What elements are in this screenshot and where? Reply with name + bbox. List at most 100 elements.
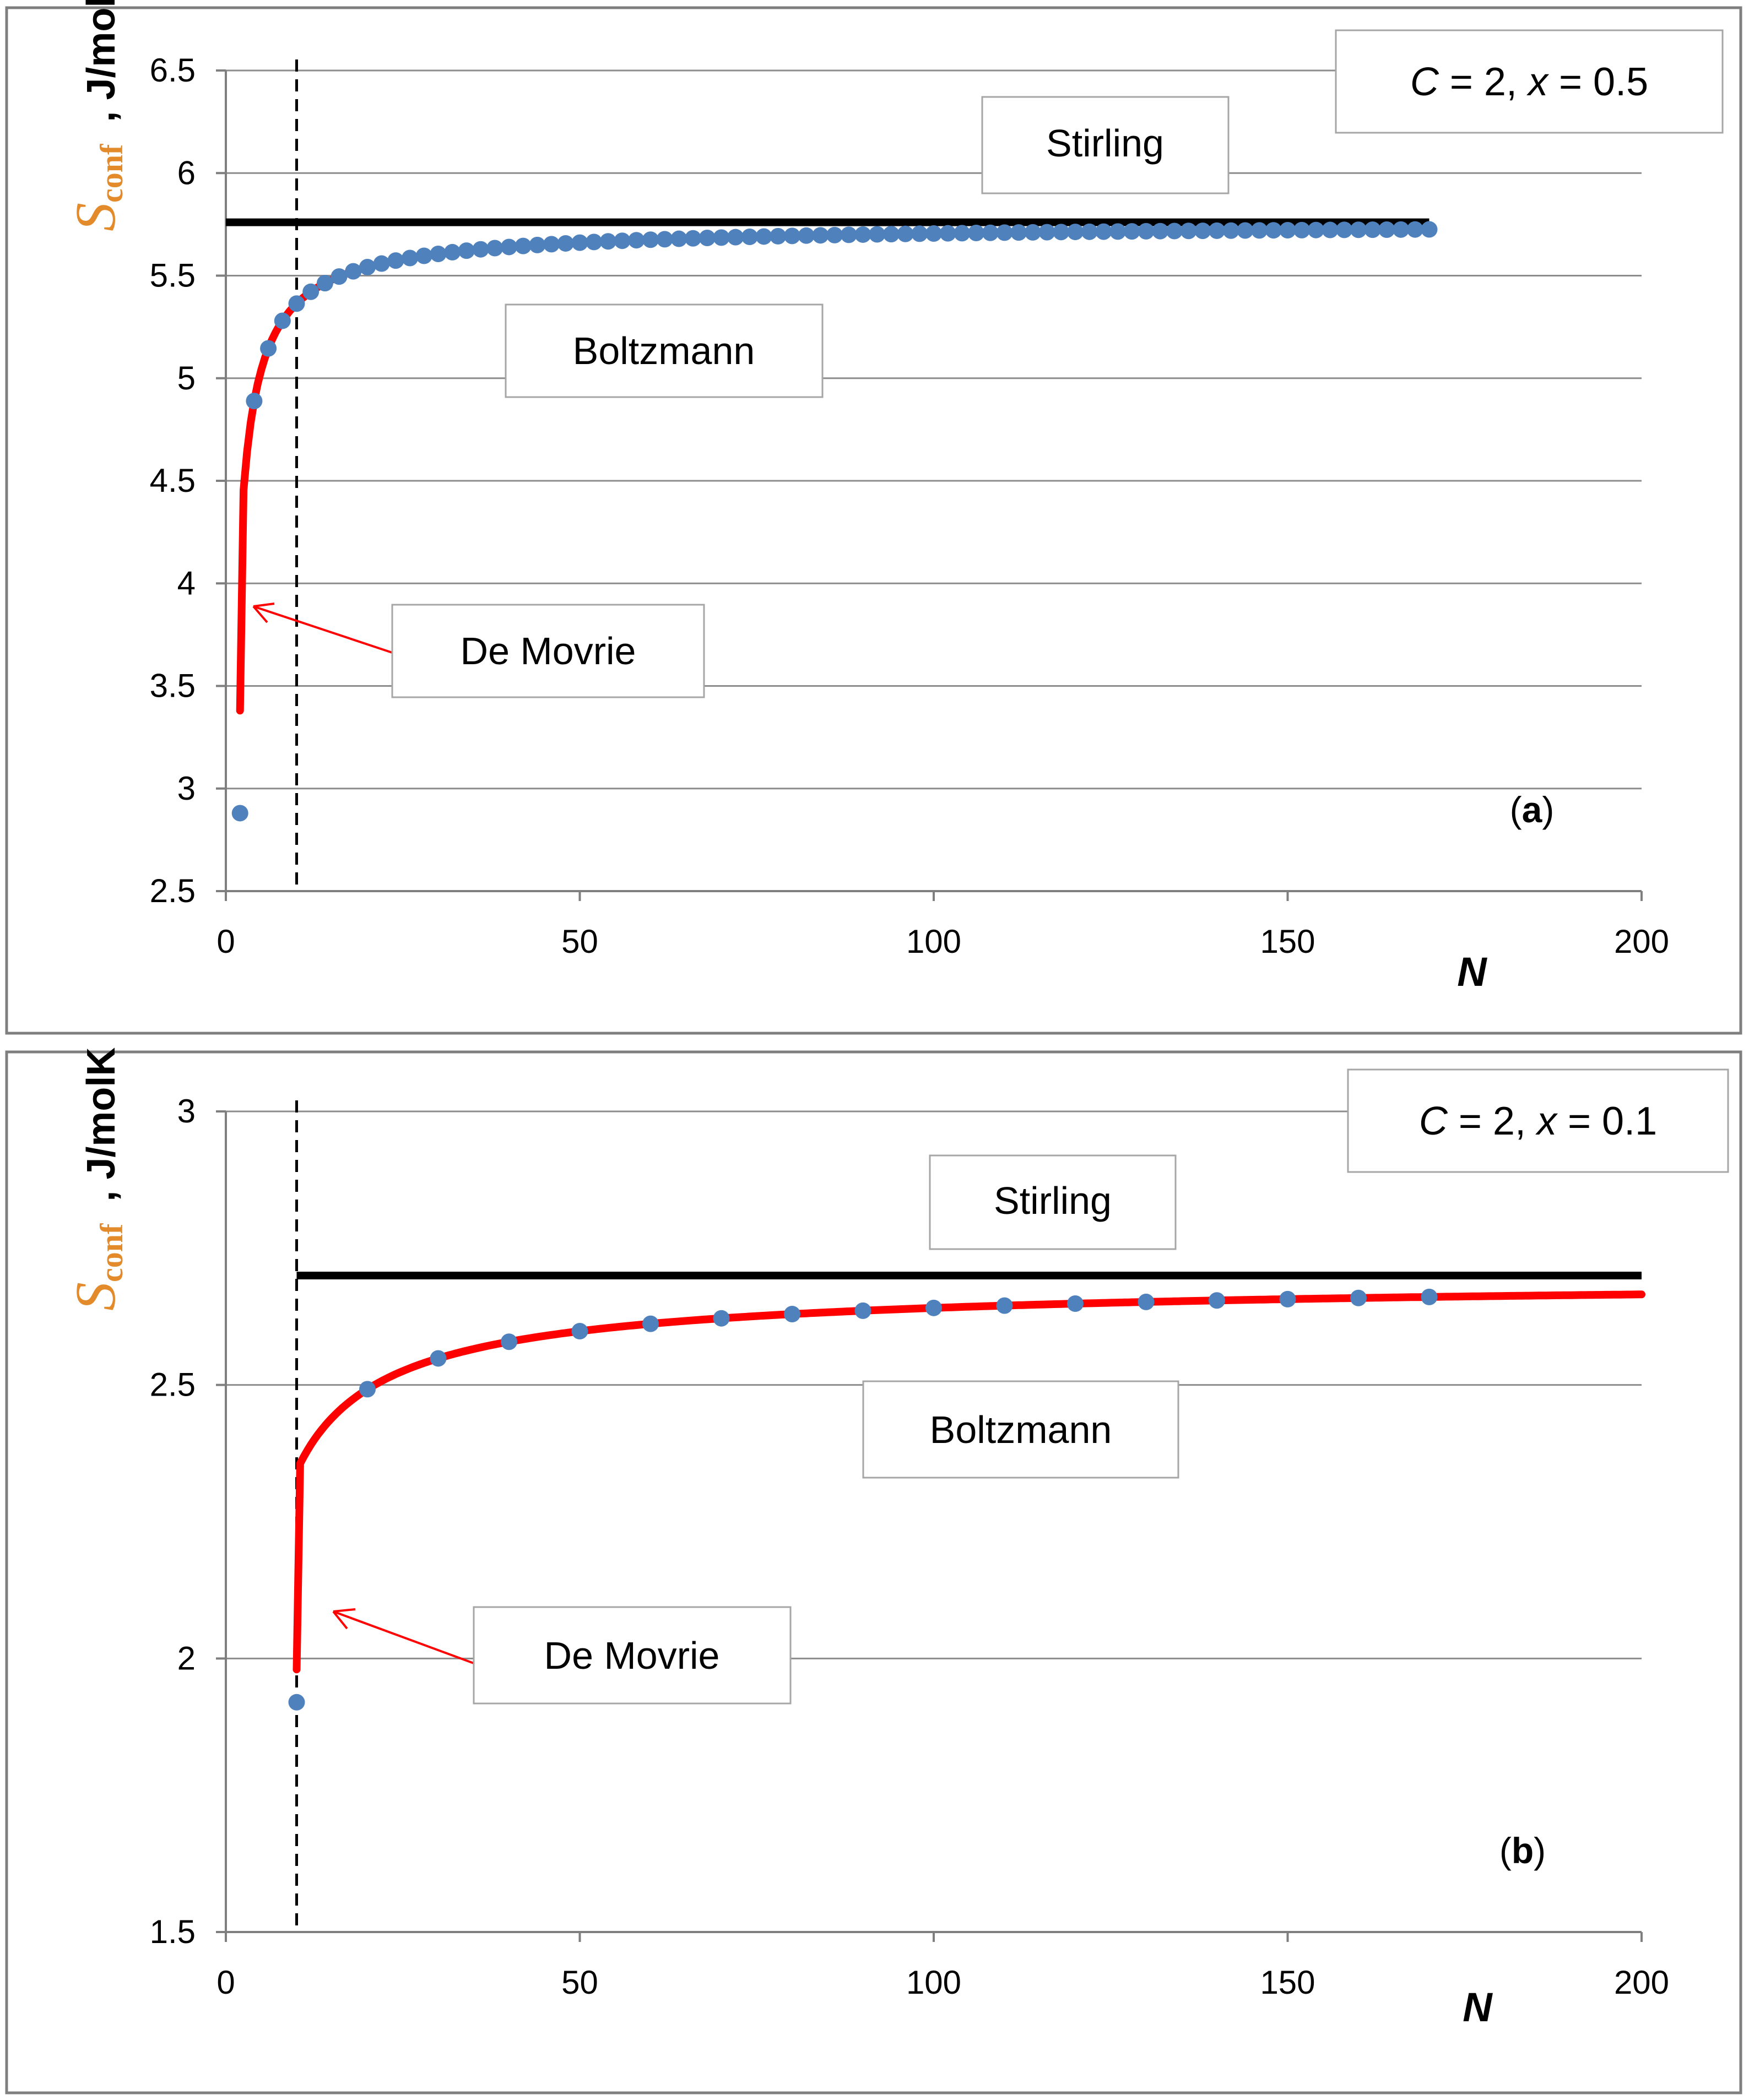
boltzmann-point bbox=[486, 240, 503, 257]
panel-label-letter: b bbox=[1512, 1830, 1534, 1871]
y-tick-label: 5 bbox=[177, 360, 196, 397]
boltzmann-point bbox=[501, 1333, 517, 1350]
boltzmann-point bbox=[1279, 1290, 1296, 1307]
x-tick-label: 200 bbox=[1614, 1964, 1669, 2001]
boltzmann-point bbox=[1053, 224, 1070, 241]
boltzmann-point bbox=[911, 225, 928, 242]
stirling-label: Stirling bbox=[1046, 122, 1164, 165]
x-tick-label: 50 bbox=[561, 1964, 598, 2001]
boltzmann-point bbox=[656, 231, 673, 248]
de-movrie-arrowhead bbox=[252, 603, 275, 623]
de-movrie-callout-box bbox=[391, 604, 705, 698]
boltzmann-point bbox=[1067, 1295, 1084, 1312]
boltzmann-point bbox=[854, 1302, 871, 1319]
boltzmann-point bbox=[246, 393, 263, 410]
boltzmann-point bbox=[274, 312, 291, 329]
boltzmann-point bbox=[784, 1306, 800, 1323]
boltzmann-point bbox=[727, 229, 744, 246]
boltzmann-point bbox=[1123, 223, 1140, 240]
boltzmann-point bbox=[854, 226, 871, 243]
panel-label: (a) bbox=[1510, 789, 1555, 830]
panel-a-border bbox=[5, 6, 1742, 1035]
de-movrie-callout-box bbox=[473, 1606, 792, 1705]
de-movrie-callout: De Movrie bbox=[332, 1606, 792, 1705]
boltzmann-point bbox=[812, 227, 829, 244]
boltzmann-point bbox=[670, 230, 687, 247]
panel-a-axes bbox=[216, 69, 1643, 901]
param-callout-box bbox=[1335, 29, 1724, 134]
y-tick-label: 2.5 bbox=[150, 872, 196, 909]
y-axis-label-symbol: S bbox=[64, 203, 127, 231]
boltzmann-point bbox=[571, 1323, 588, 1340]
de-movrie-callout: De Movrie bbox=[252, 603, 705, 698]
boltzmann-point bbox=[458, 242, 475, 259]
y-tick-label: 2 bbox=[177, 1640, 196, 1676]
boltzmann-point bbox=[316, 275, 333, 292]
panel-b-x-ticks: 0 50 100 150 200 bbox=[216, 1964, 1669, 2001]
boltzmann-point bbox=[1279, 222, 1296, 239]
boltzmann-point bbox=[599, 233, 616, 250]
y-tick-label: 4 bbox=[177, 565, 196, 601]
boltzmann-label: Boltzmann bbox=[930, 1408, 1112, 1451]
de-movrie-label: De Movrie bbox=[544, 1634, 720, 1677]
boltzmann-point bbox=[982, 224, 999, 241]
boltzmann-point bbox=[784, 227, 800, 245]
boltzmann-point bbox=[713, 229, 730, 246]
boltzmann-point bbox=[1138, 223, 1155, 240]
boltzmann-point bbox=[1378, 221, 1395, 238]
boltzmann-point bbox=[925, 225, 942, 242]
boltzmann-point bbox=[882, 226, 900, 243]
boltzmann-point bbox=[1350, 221, 1367, 238]
boltzmann-point bbox=[869, 226, 886, 243]
boltzmann-point bbox=[968, 225, 985, 242]
boltzmann-point bbox=[642, 1315, 659, 1332]
boltzmann-point bbox=[1222, 222, 1239, 239]
boltzmann-point bbox=[1406, 221, 1423, 238]
boltzmann-point bbox=[260, 340, 277, 357]
boltzmann-point bbox=[996, 1297, 1013, 1314]
boltzmann-point bbox=[1322, 221, 1339, 238]
panel-label: (b) bbox=[1499, 1830, 1546, 1871]
boltzmann-point bbox=[472, 241, 489, 258]
boltzmann-point bbox=[402, 249, 419, 267]
de-movrie-curve bbox=[293, 1290, 1645, 1674]
boltzmann-point bbox=[614, 232, 631, 249]
boltzmann-point bbox=[1393, 221, 1410, 238]
de-movrie-label: De Movrie bbox=[461, 630, 636, 672]
boltzmann-point bbox=[586, 234, 603, 251]
chart-panel-a: 2.5 3 3.5 4 4.5 5 5.5 6 6.5 0 50 100 150… bbox=[5, 0, 1742, 1035]
boltzmann-point bbox=[501, 238, 517, 256]
stirling-callout: Stirling bbox=[929, 1154, 1177, 1250]
boltzmann-point bbox=[557, 235, 574, 252]
boltzmann-point bbox=[1194, 223, 1211, 240]
boltzmann-point bbox=[698, 230, 716, 247]
panel-b-border bbox=[5, 1050, 1742, 2094]
boltzmann-point bbox=[571, 234, 588, 251]
boltzmann-point bbox=[345, 263, 362, 280]
boltzmann-point bbox=[642, 231, 659, 248]
param-callout-box bbox=[1347, 1068, 1729, 1173]
boltzmann-point bbox=[543, 236, 560, 253]
panel-b-y-ticks: 1.5 2 2.5 3 bbox=[150, 1093, 196, 1950]
boltzmann-point bbox=[231, 805, 248, 822]
y-tick-label: 5.5 bbox=[150, 257, 196, 294]
boltzmann-point bbox=[770, 227, 787, 245]
x-axis-label: N bbox=[1457, 949, 1487, 995]
boltzmann-point bbox=[1293, 221, 1311, 238]
x-tick-label: 0 bbox=[216, 923, 235, 960]
x-tick-label: 100 bbox=[906, 923, 961, 960]
de-movrie-arrow-line bbox=[333, 1610, 474, 1664]
boltzmann-point bbox=[444, 243, 461, 261]
boltzmann-point bbox=[755, 228, 772, 245]
boltzmann-point bbox=[1138, 1293, 1155, 1310]
param-c-value: 2 bbox=[1493, 1099, 1515, 1143]
y-axis-label-subscript: conf bbox=[94, 144, 129, 203]
y-tick-label: 4.5 bbox=[150, 462, 196, 499]
boltzmann-point bbox=[1081, 223, 1098, 240]
boltzmann-point bbox=[1067, 224, 1084, 241]
y-tick-label: 6 bbox=[177, 154, 196, 191]
param-x-value: 0.5 bbox=[1593, 60, 1648, 104]
x-tick-label: 200 bbox=[1614, 923, 1669, 960]
chart-panel-b: 1.5 2 2.5 3 0 50 100 150 200 N Sconf , J/… bbox=[5, 1048, 1742, 2094]
